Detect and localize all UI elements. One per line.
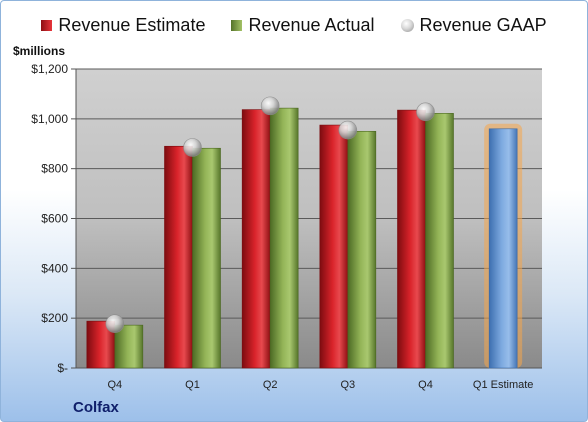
x-tick-label: Q2	[263, 379, 278, 391]
y-axis-unit-label: $millions	[13, 44, 66, 58]
x-tick-label: Q3	[340, 379, 355, 391]
bar-revenue-actual	[425, 113, 454, 369]
y-tick-label: $-	[57, 361, 68, 375]
y-tick-label: $200	[41, 311, 68, 325]
bar-revenue-estimate	[241, 109, 271, 369]
legend-item-revenue-estimate: Revenue Estimate	[41, 15, 205, 36]
x-tick-label: Q1	[185, 379, 200, 391]
bar-revenue-estimate	[397, 109, 426, 369]
bar-revenue-actual	[347, 130, 377, 369]
marker-revenue-gaap	[416, 102, 435, 122]
legend-label-revenue-estimate: Revenue Estimate	[58, 15, 206, 35]
legend: Revenue Estimate Revenue Actual Revenue …	[1, 15, 587, 36]
x-tick-label: Q1 Estimate	[473, 379, 534, 391]
y-tick-label: $800	[41, 162, 68, 176]
legend-label-revenue-actual: Revenue Actual	[248, 15, 375, 35]
y-tick-label: $600	[41, 212, 68, 226]
y-tick-label: $1,000	[31, 112, 68, 126]
bar-revenue-actual	[269, 107, 299, 369]
y-tick-label: $1,200	[31, 62, 68, 76]
legend-swatch-revenue-actual	[231, 20, 243, 31]
marker-revenue-gaap	[260, 96, 280, 116]
x-tick-label: Q4	[107, 379, 122, 391]
bar-revenue-estimate	[164, 145, 193, 369]
marker-revenue-gaap	[338, 120, 358, 140]
legend-item-revenue-gaap: Revenue GAAP	[400, 15, 547, 36]
bar-revenue-forecast	[488, 128, 518, 369]
bar-revenue-actual	[192, 147, 221, 369]
bar-revenue-actual	[114, 324, 144, 369]
y-tick-label: $400	[41, 261, 68, 275]
marker-revenue-gaap	[183, 138, 202, 157]
legend-swatch-revenue-gaap	[400, 19, 414, 32]
marker-revenue-gaap	[105, 314, 125, 333]
x-tick-label: Q4	[418, 379, 433, 391]
legend-label-revenue-gaap: Revenue GAAP	[419, 15, 547, 35]
legend-item-revenue-actual: Revenue Actual	[231, 15, 375, 36]
company-label: Colfax	[73, 399, 119, 416]
legend-swatch-revenue-estimate	[41, 20, 53, 31]
bar-revenue-estimate	[319, 124, 349, 369]
